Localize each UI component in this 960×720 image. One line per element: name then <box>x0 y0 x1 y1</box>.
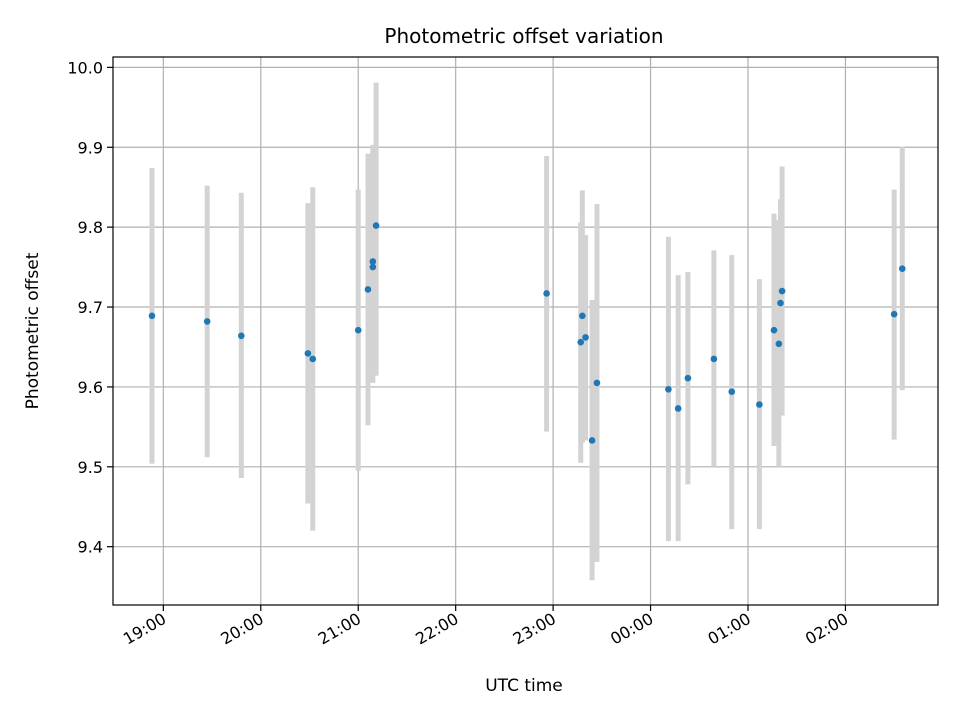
data-point <box>582 334 589 341</box>
data-point <box>710 355 718 363</box>
data-point <box>354 326 362 334</box>
data-point <box>369 263 377 271</box>
data-point <box>372 222 380 229</box>
y-tick-label: 9.5 <box>78 458 103 477</box>
y-tick-label: 9.6 <box>78 378 103 397</box>
data-point <box>237 332 245 340</box>
y-tick-label: 9.8 <box>78 218 103 237</box>
x-tick-label: 02:00 <box>802 609 851 649</box>
y-axis-label: Photometric offset <box>23 252 43 409</box>
x-tick-label: 23:00 <box>510 609 559 649</box>
y-tick-label: 10.0 <box>67 58 103 77</box>
y-tick-label: 9.4 <box>78 538 103 557</box>
data-point <box>728 388 736 396</box>
data-point <box>579 312 586 320</box>
x-tick-label: 00:00 <box>607 609 656 649</box>
data-point <box>203 318 211 325</box>
x-tick-label: 22:00 <box>412 609 461 649</box>
x-axis-label: UTC time <box>485 676 563 696</box>
data-point <box>890 310 898 318</box>
data-point <box>778 287 786 295</box>
data-point <box>684 374 692 382</box>
x-tick-label: 20:00 <box>217 609 266 649</box>
data-point <box>577 338 585 346</box>
x-tick-labels: 19:00 20:00 21:00 22:00 23:00 00:00 01:00 02:00 <box>120 609 852 649</box>
y-tick-label: 9.9 <box>78 138 103 157</box>
data-points <box>148 222 906 444</box>
y-tick-labels: 9.4 9.5 9.6 9.7 9.8 9.9 10.0 <box>67 58 103 556</box>
data-point <box>304 350 312 357</box>
x-tick-label: 21:00 <box>315 609 364 649</box>
data-point <box>777 299 784 307</box>
data-point <box>770 326 778 334</box>
data-point <box>588 437 596 444</box>
data-point <box>674 405 682 412</box>
data-point <box>775 340 783 348</box>
x-tick-label: 01:00 <box>705 609 754 649</box>
y-tick-label: 9.7 <box>78 298 103 317</box>
plot-frame <box>112 56 939 606</box>
data-point <box>593 379 601 387</box>
data-point <box>309 355 317 363</box>
chart-title: Photometric offset variation <box>384 24 663 48</box>
data-point <box>364 286 372 293</box>
data-point <box>148 312 156 320</box>
data-point <box>756 401 763 408</box>
axis-ticks <box>107 66 847 611</box>
x-tick-label: 19:00 <box>120 609 169 649</box>
data-point <box>898 265 906 272</box>
error-bars <box>149 82 905 581</box>
data-point <box>543 290 550 297</box>
grid <box>113 57 938 605</box>
data-point <box>369 258 377 265</box>
data-point <box>665 386 672 393</box>
